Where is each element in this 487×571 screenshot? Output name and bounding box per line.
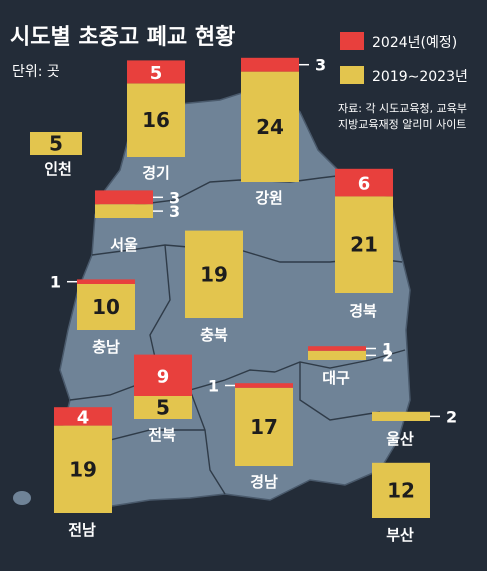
data-label-past-11: 19 — [69, 457, 97, 481]
region-label-3: 서울 — [110, 236, 138, 254]
data-label-past-12: 12 — [387, 478, 415, 502]
data-label-planned-6: 1 — [50, 273, 61, 292]
bar-past-6 — [77, 284, 135, 330]
data-label-past-0: 5 — [49, 132, 63, 156]
bar-planned-1 — [127, 60, 185, 84]
region-label-11: 전남 — [68, 521, 96, 539]
bar-planned-3 — [95, 190, 153, 205]
legend: 2024년(예정) 2019∼2023년 — [340, 32, 468, 85]
bar-past-9 — [235, 387, 293, 466]
bar-planned-9 — [235, 383, 293, 388]
region-label-1: 경기 — [142, 164, 170, 182]
unit-label: 단위: 곳 — [12, 64, 60, 80]
region-label-4: 경북 — [349, 302, 377, 320]
island-blob — [13, 491, 31, 505]
data-label-past-4: 21 — [350, 233, 378, 257]
bar-past-11 — [54, 425, 112, 513]
legend-label-planned: 2024년(예정) — [372, 35, 457, 51]
bar-past-8 — [134, 396, 192, 419]
bar-planned-11 — [54, 407, 112, 426]
bar-past-4 — [335, 196, 393, 293]
data-label-past-2: 24 — [256, 115, 284, 139]
region-label-8: 전북 — [148, 426, 176, 444]
region-label-7: 대구 — [322, 369, 350, 387]
source-line-1: 자료: 각 시도교육청, 교육부 — [338, 102, 467, 115]
bar-planned-7 — [308, 346, 366, 351]
bar-past-1 — [127, 83, 185, 157]
legend-label-past: 2019∼2023년 — [372, 69, 468, 85]
data-label-planned-4: 6 — [358, 174, 371, 195]
bar-past-12 — [372, 462, 430, 518]
region-label-2: 강원 — [255, 189, 283, 207]
region-label-6: 충남 — [92, 338, 120, 356]
data-label-past-5: 19 — [200, 262, 228, 286]
data-label-past-9: 17 — [250, 415, 278, 439]
data-label-past-10: 2 — [446, 407, 457, 426]
bar-planned-4 — [335, 168, 393, 197]
bar-past-0 — [30, 132, 82, 155]
bar-planned-2 — [241, 57, 299, 72]
data-label-planned-3: 3 — [169, 188, 180, 207]
region-label-5: 충북 — [200, 326, 228, 344]
region-label-12: 부산 — [386, 526, 414, 544]
data-label-past-6: 10 — [92, 295, 120, 319]
data-label-past-3: 3 — [169, 202, 180, 221]
legend-swatch-planned — [340, 32, 364, 50]
bar-past-3 — [95, 204, 153, 218]
data-label-planned-1: 5 — [150, 63, 163, 84]
bar-past-5 — [185, 230, 243, 318]
bar-planned-8 — [134, 354, 192, 396]
data-label-past-7: 2 — [382, 346, 393, 365]
bar-past-7 — [308, 350, 366, 360]
data-label-planned-2: 3 — [315, 56, 326, 75]
region-label-0: 인천 — [44, 160, 72, 178]
data-label-planned-8: 9 — [157, 366, 170, 387]
bar-past-2 — [241, 71, 299, 182]
data-label-past-8: 5 — [156, 396, 170, 420]
data-label-planned-11: 4 — [77, 407, 90, 428]
chart-title: 시도별 초중고 폐교 현황 — [10, 25, 235, 50]
data-label-past-1: 16 — [142, 108, 170, 132]
data-label-planned-9: 1 — [208, 377, 219, 396]
region-label-10: 울산 — [386, 430, 414, 448]
data-label-planned-7: 1 — [382, 340, 393, 359]
legend-swatch-past — [340, 66, 364, 84]
source-line-2: 지방교육재정 알리미 사이트 — [338, 117, 466, 131]
bar-planned-6 — [77, 279, 135, 284]
region-label-9: 경남 — [250, 473, 278, 491]
bar-past-10 — [372, 411, 430, 421]
